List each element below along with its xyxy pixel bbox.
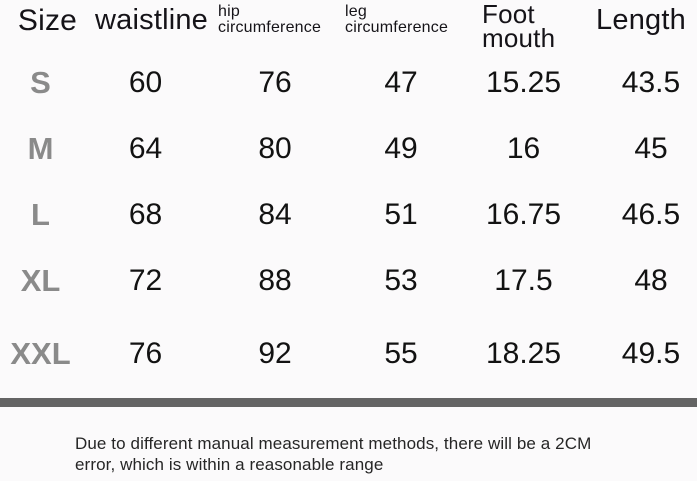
header-waistline: waistline	[95, 4, 209, 36]
size-label: L	[31, 197, 50, 232]
waistline-value: 60	[128, 66, 163, 99]
waistline-value: 68	[128, 198, 163, 231]
foot-mouth-value: 15.25	[485, 66, 562, 99]
disclaimer-line2: error, which is within a reasonable rang…	[75, 455, 384, 474]
leg-value: 49	[384, 132, 418, 165]
waistline-value: 72	[128, 264, 163, 297]
length-value: 49.5	[621, 337, 681, 370]
header-foot-line2: mouth	[482, 23, 556, 53]
foot-mouth-value: 17.5	[494, 264, 553, 297]
hip-value: 84	[258, 198, 292, 231]
table-row-xxl: XXL 76 92 55 18.25 49.5	[0, 314, 697, 394]
table-row-xl: XL 72 88 53 17.5 48	[0, 248, 697, 314]
size-label: XXL	[10, 336, 71, 371]
table-row-s: S 60 76 47 15.25 43.5	[0, 50, 697, 116]
table-row-l: L 68 84 51 16.75 46.5	[0, 182, 697, 248]
header-leg-line1: leg	[345, 3, 367, 20]
length-value: 46.5	[621, 198, 681, 231]
header-hip-line2: circumference	[218, 19, 322, 36]
hip-value: 88	[258, 264, 292, 297]
foot-mouth-value: 16	[506, 132, 541, 165]
hip-value: 76	[258, 66, 292, 99]
table-header-row: Size waistline hip circumference leg cir…	[0, 0, 697, 53]
header-foot-line1: Foot	[482, 0, 535, 29]
header-hip-line1: hip	[218, 3, 240, 20]
leg-value: 55	[384, 337, 418, 370]
header-size: Size	[17, 4, 78, 37]
waistline-value: 64	[128, 132, 163, 165]
header-leg-line2: circumference	[345, 19, 449, 36]
foot-mouth-value: 16.75	[485, 198, 562, 231]
size-label: M	[27, 131, 54, 166]
length-value: 45	[634, 132, 668, 165]
length-value: 43.5	[621, 66, 681, 99]
waistline-value: 76	[128, 337, 163, 370]
measurement-disclaimer: Due to different manual measurement meth…	[0, 433, 697, 475]
header-leg-circumference: leg circumference	[340, 0, 462, 36]
length-value: 48	[634, 264, 668, 297]
foot-mouth-value: 18.25	[485, 337, 562, 370]
table-body: S 60 76 47 15.25 43.5 M 64 80 49 16 45 L…	[0, 50, 697, 394]
leg-value: 47	[384, 66, 418, 99]
header-hip-circumference: hip circumference	[210, 0, 340, 36]
size-label: XL	[20, 263, 61, 298]
header-length: Length	[596, 4, 686, 36]
leg-value: 53	[384, 264, 418, 297]
size-label: S	[30, 65, 51, 100]
hip-value: 80	[258, 132, 292, 165]
table-row-m: M 64 80 49 16 45	[0, 116, 697, 182]
header-foot-mouth: Foot mouth	[462, 0, 585, 53]
hip-value: 92	[258, 337, 292, 370]
leg-value: 51	[384, 198, 418, 231]
disclaimer-line1: Due to different manual measurement meth…	[75, 434, 592, 453]
section-divider-bar	[0, 398, 697, 407]
